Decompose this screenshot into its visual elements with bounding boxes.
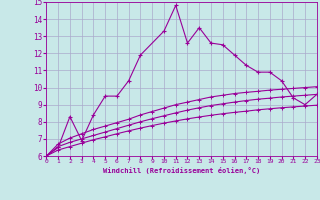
X-axis label: Windchill (Refroidissement éolien,°C): Windchill (Refroidissement éolien,°C) <box>103 167 260 174</box>
